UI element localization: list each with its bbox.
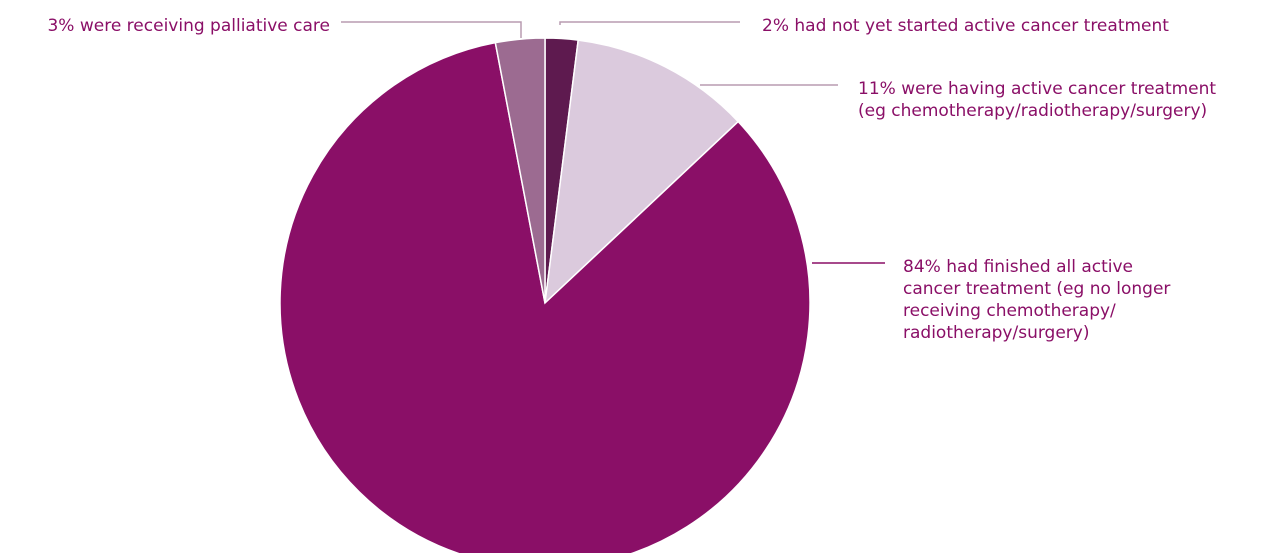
slice-label-line: 11% were having active cancer treatment bbox=[858, 79, 1216, 99]
slice-label-line: 3% were receiving palliative care bbox=[47, 16, 330, 36]
slice-label-line: radiotherapy/surgery) bbox=[903, 323, 1089, 343]
slice-label-line: (eg chemotherapy/radiotherapy/surgery) bbox=[858, 101, 1207, 121]
slice-active-treatment bbox=[543, 39, 740, 305]
leader-line bbox=[341, 21, 522, 38]
pie-slices bbox=[279, 37, 811, 553]
slice-palliative-care bbox=[494, 37, 546, 304]
slice-label: 2% had not yet started active cancer tre… bbox=[762, 16, 1169, 36]
slice-labels: 2% had not yet started active cancer tre… bbox=[47, 16, 1216, 343]
leader-line bbox=[559, 21, 740, 25]
slice-label-line: receiving chemotherapy/ bbox=[903, 301, 1116, 321]
slice-finished-treatment bbox=[279, 41, 811, 553]
slice-label-line: 84% had finished all active bbox=[903, 257, 1133, 277]
slice-label: 3% were receiving palliative care bbox=[47, 16, 330, 36]
leader-lines bbox=[341, 21, 885, 264]
slice-label-line: 2% had not yet started active cancer tre… bbox=[762, 16, 1169, 36]
slice-label-line: cancer treatment (eg no longer bbox=[903, 279, 1170, 299]
slice-label: 11% were having active cancer treatment(… bbox=[858, 79, 1216, 121]
slice-label: 84% had finished all active cancer treatm… bbox=[903, 257, 1170, 343]
